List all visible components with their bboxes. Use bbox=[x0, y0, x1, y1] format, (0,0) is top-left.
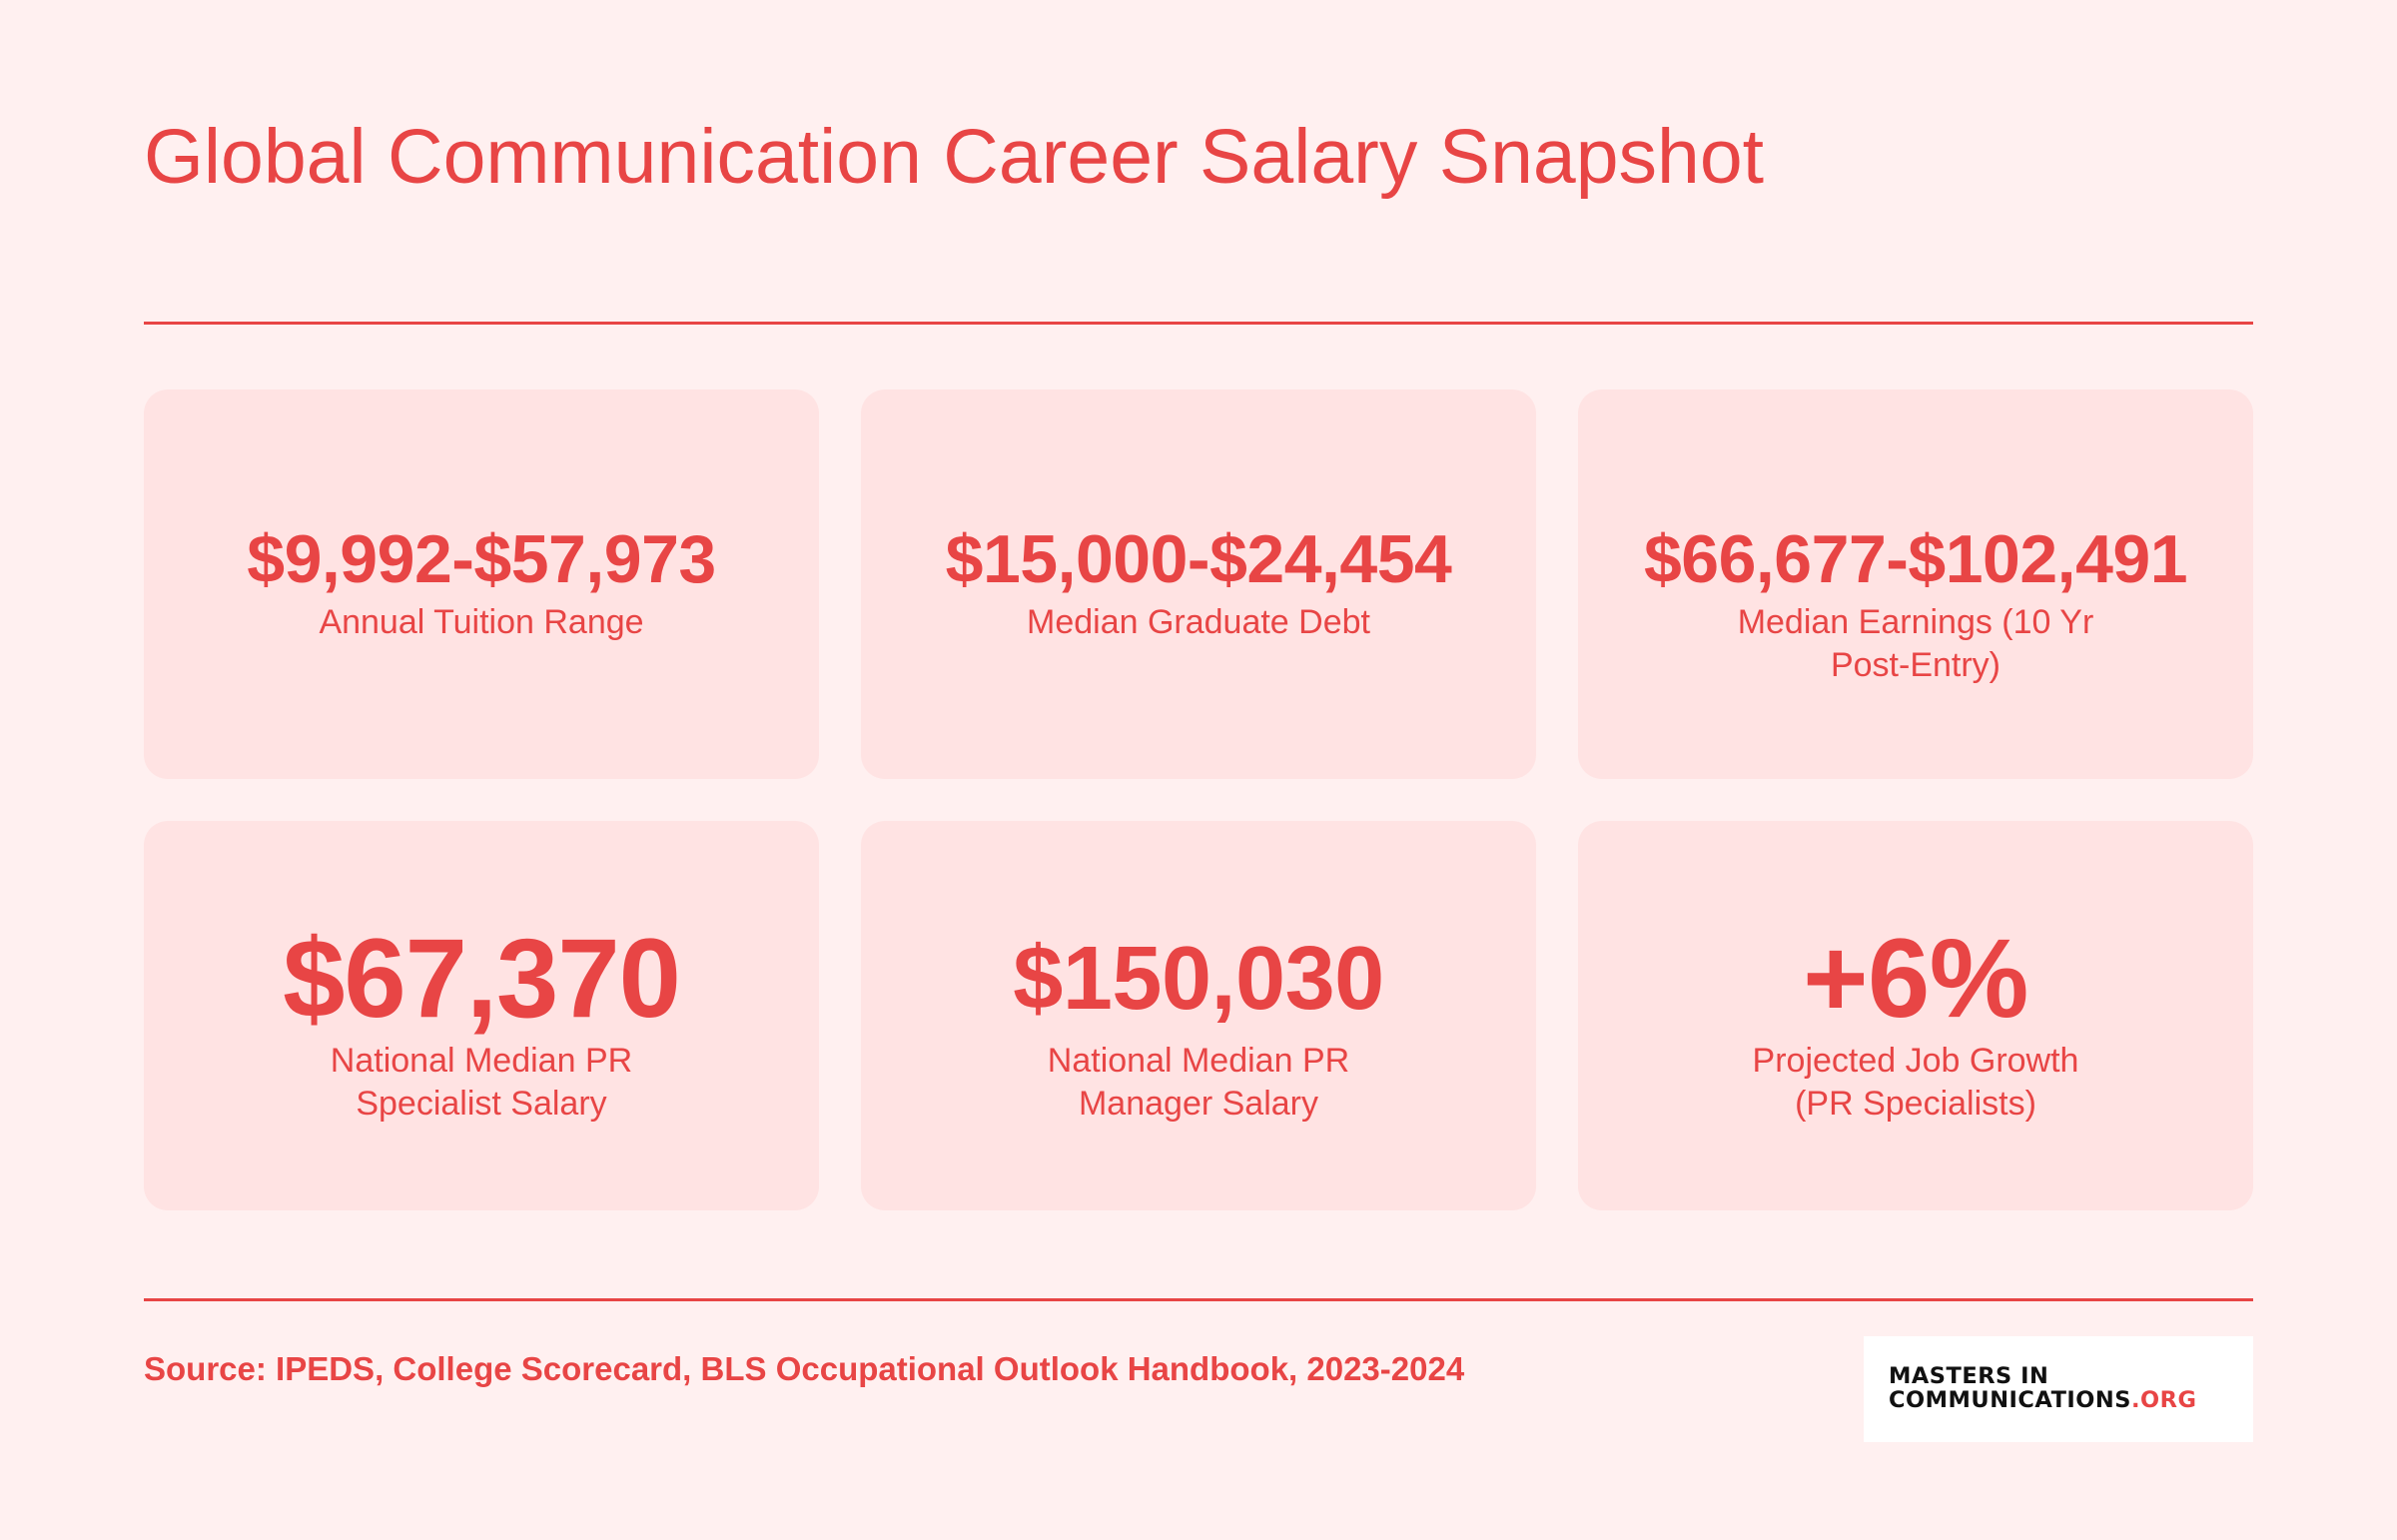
logo-line2: COMMUNICATIONS bbox=[1889, 1387, 2131, 1413]
stat-value: $66,677-$102,491 bbox=[1643, 521, 2188, 597]
stats-grid: $9,992-$57,973 Annual Tuition Range $15,… bbox=[144, 389, 2253, 1210]
stat-card-job-growth: +6% Projected Job Growth (PR Specialists… bbox=[1578, 821, 2253, 1210]
bottom-divider bbox=[144, 1298, 2253, 1301]
stat-label: Projected Job Growth (PR Specialists) bbox=[1752, 1042, 2079, 1123]
stat-label: National Median PR Specialist Salary bbox=[330, 1042, 633, 1123]
stat-value: $67,370 bbox=[283, 916, 681, 1041]
logo-line1: MASTERS IN bbox=[1889, 1363, 2049, 1389]
stat-card-pr-manager: $150,030 National Median PR Manager Sala… bbox=[861, 821, 1536, 1210]
stat-value: +6% bbox=[1803, 916, 2028, 1041]
stat-value: $9,992-$57,973 bbox=[247, 521, 716, 597]
stat-value: $150,030 bbox=[1013, 929, 1384, 1029]
logo-suffix: .ORG bbox=[2130, 1387, 2197, 1413]
site-logo[interactable]: MASTERS IN COMMUNICATIONS.ORG bbox=[1864, 1336, 2253, 1442]
source-citation: Source: IPEDS, College Scorecard, BLS Oc… bbox=[144, 1350, 1465, 1387]
page-title: Global Communication Career Salary Snaps… bbox=[144, 114, 1765, 200]
stat-label: Median Graduate Debt bbox=[1027, 603, 1370, 641]
stat-card-tuition: $9,992-$57,973 Annual Tuition Range bbox=[144, 389, 819, 779]
stat-card-debt: $15,000-$24,454 Median Graduate Debt bbox=[861, 389, 1536, 779]
stat-value: $15,000-$24,454 bbox=[945, 521, 1452, 597]
stat-card-earnings: $66,677-$102,491 Median Earnings (10 Yr … bbox=[1578, 389, 2253, 779]
stat-label: Annual Tuition Range bbox=[319, 603, 644, 641]
top-divider bbox=[144, 322, 2253, 325]
stat-card-pr-specialist: $67,370 National Median PR Specialist Sa… bbox=[144, 821, 819, 1210]
stat-label: National Median PR Manager Salary bbox=[1047, 1042, 1350, 1123]
logo-text: MASTERS IN COMMUNICATIONS.ORG bbox=[1889, 1364, 2196, 1412]
stat-label: Median Earnings (10 Yr Post-Entry) bbox=[1737, 603, 2094, 684]
